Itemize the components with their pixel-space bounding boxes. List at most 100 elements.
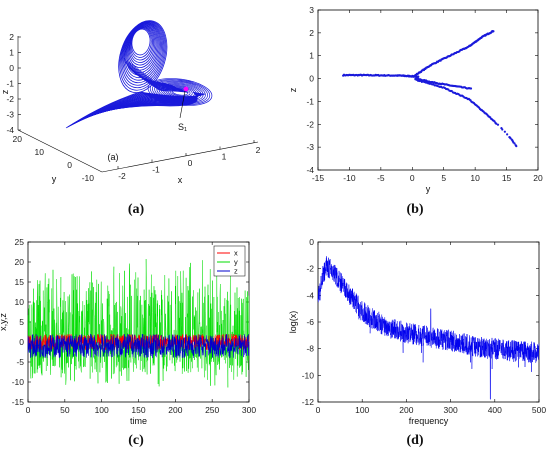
data-point (501, 128, 504, 131)
legend: xyz (213, 245, 246, 277)
x-tick-label: 250 (205, 405, 219, 415)
x-tick-label: 0 (188, 158, 193, 168)
series-z (27, 333, 250, 359)
z-tick-label: -3 (6, 110, 14, 120)
connect-strand (146, 74, 185, 92)
y-tick-label: -10 (302, 370, 315, 380)
z-tick-label: 2 (9, 32, 14, 42)
caption-a: (a) (128, 202, 145, 217)
y-tick-label: -12 (302, 397, 315, 407)
y-tick-label: 20 (15, 257, 25, 267)
y-tick-label: -4 (306, 290, 314, 300)
x-axis-label: y (426, 184, 431, 194)
y-tick-label: 0 (309, 74, 314, 84)
y-axis-label: log(x) (288, 311, 298, 334)
panel-c: 0 50 100 150 200 250 300 -15 -10 -5 0 5 10 15 20 25 time… (0, 237, 256, 426)
y-axis-label: y (52, 174, 57, 184)
x-tick-label: 10 (470, 173, 480, 183)
series-y (27, 259, 250, 388)
branch-1 (414, 29, 495, 77)
spiral-loop (129, 26, 155, 63)
y-tick-label: -1 (306, 96, 314, 106)
swirl-loop (169, 87, 191, 97)
x-tick-label: 300 (242, 405, 256, 415)
attractor (65, 20, 213, 129)
x-tick-label: 15 (502, 173, 512, 183)
legend-label-x: x (234, 249, 238, 258)
x-tick-label: 150 (131, 405, 145, 415)
x-tick-label: -5 (377, 173, 385, 183)
swirl-loop (162, 84, 198, 100)
swirl-loop (171, 88, 189, 96)
spiral-loop (119, 20, 167, 91)
x-axis-label: x (178, 175, 183, 185)
x-tick-label: -2 (118, 171, 126, 181)
panel-d: 0 100 200 300 400 500 -12 -10 -8 -6 -4 -2 0 frequency… (288, 237, 546, 426)
x-tick-label: 100 (95, 405, 109, 415)
spiral-loop (122, 22, 164, 84)
data-point (495, 122, 498, 125)
swirl-loop (156, 81, 204, 103)
branch-0 (342, 73, 420, 79)
x-tick-label: 0 (410, 173, 415, 183)
y-tick-label: 1 (309, 51, 314, 61)
x-tick-label: 300 (444, 405, 458, 415)
legend-label-y: y (234, 258, 238, 267)
x-tick-label: 50 (60, 405, 70, 415)
y-tick-label: -6 (306, 317, 314, 327)
y-tick-label: 10 (35, 147, 45, 157)
data-point (503, 130, 506, 133)
y-tick-label: -5 (16, 357, 24, 367)
axes: 0 100 200 300 400 500 -12 -10 -8 -6 -4 -2 0 (302, 237, 547, 415)
swirl-loop (152, 79, 208, 105)
x-tick-label: 0 (26, 405, 31, 415)
z-tick-label: 0 (9, 63, 14, 73)
connect-strand (147, 75, 187, 92)
z-axis-label: z (0, 89, 10, 94)
y-tick-label: -10 (82, 173, 95, 183)
spiral-loop (124, 23, 161, 79)
x-tick-label: 2 (256, 145, 261, 155)
y-tick-label: -10 (12, 377, 25, 387)
x-tick-label: -15 (312, 173, 325, 183)
connect-strand (144, 73, 184, 91)
y-tick-label: -2 (306, 264, 314, 274)
spiral-loop (128, 26, 156, 66)
swirl-loop (160, 83, 200, 101)
plot-frame (317, 241, 540, 403)
x-tick-label: -10 (343, 173, 356, 183)
y-axis-line (17, 129, 103, 173)
equilibrium-point (183, 86, 189, 92)
y-tick-label: 0 (309, 237, 314, 247)
swirl-loop (147, 78, 213, 106)
swirl-loop (167, 86, 193, 98)
z-tick-label: -1 (6, 79, 14, 89)
swirl-loop (158, 82, 202, 102)
spiral-loop (130, 27, 153, 61)
branch-3 (414, 78, 518, 148)
panel-a-inline-label: (a) (108, 152, 119, 162)
plot-frame (317, 9, 539, 171)
x-tick-label: 5 (441, 173, 446, 183)
x-tick-label: 0 (316, 405, 321, 415)
y-tick-label: -2 (306, 119, 314, 129)
x-tick-label: 200 (399, 405, 413, 415)
z-tick-label: -2 (6, 94, 14, 104)
data-point (515, 145, 518, 148)
spiral-loop (121, 21, 165, 86)
spiral-loop (120, 21, 166, 89)
spiral-loop (131, 28, 151, 56)
x-tick-label: -1 (152, 165, 160, 175)
spiral-loop (130, 28, 152, 58)
legend-label-z: z (234, 267, 238, 276)
caption-b: (b) (406, 202, 423, 217)
data-point (513, 142, 516, 145)
y-tick-label: 25 (15, 237, 25, 247)
y-tick-label: 10 (15, 297, 25, 307)
y-tick-label: -15 (12, 397, 25, 407)
